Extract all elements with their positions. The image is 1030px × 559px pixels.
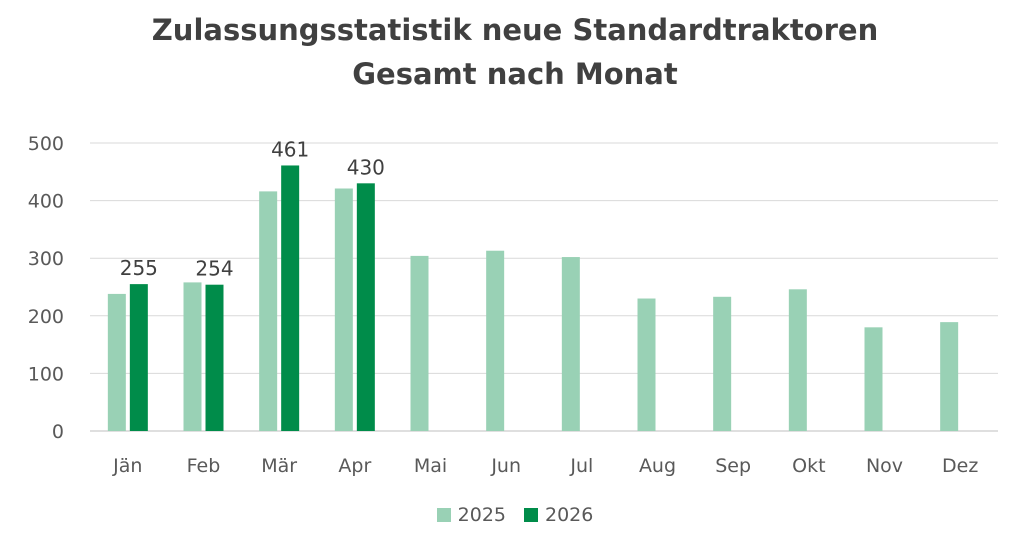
legend-swatch-2025 (436, 508, 451, 522)
bar-2025-Dez (940, 322, 959, 431)
x-tick-label: Jul (569, 455, 593, 477)
y-tick-label: 100 (28, 363, 64, 385)
x-tick-label: Jän (112, 455, 142, 477)
bar-2025-Nov (864, 327, 883, 431)
x-tick-label: Aug (639, 455, 676, 477)
legend-item-2026: 2026 (524, 504, 593, 526)
data-label-2026-Mär: 461 (271, 137, 309, 161)
bar-2025-Jän (107, 293, 126, 431)
x-tick-label: Jun (490, 455, 521, 477)
y-tick-label: 0 (52, 421, 64, 443)
y-tick-label: 200 (28, 306, 64, 328)
y-tick-label: 300 (28, 248, 64, 270)
legend-label-2026: 2026 (545, 504, 594, 526)
bar-chart: 0 100 200 300 400 500 255 254 461 430 Jän Feb Mär A… (28, 133, 998, 477)
bar-2025-Aug (637, 298, 656, 431)
bar-2026-Mär (281, 165, 300, 432)
data-label-2026-Feb: 254 (195, 257, 233, 281)
bar-2025-Sep (713, 296, 732, 431)
y-axis: 0 100 200 300 400 500 (28, 133, 64, 443)
legend: 2025 2026 (0, 504, 1030, 526)
bar-2025-Okt (788, 289, 807, 431)
data-label-2026-Jän: 255 (120, 256, 158, 280)
chart-title-line-1: Zulassungsstatistik neue Standardtraktor… (151, 13, 879, 47)
chart-title: Zulassungsstatistik neue Standardtraktor… (0, 8, 1030, 96)
bar-2025-Feb (183, 282, 202, 431)
data-label-2026-Apr: 430 (347, 155, 385, 179)
x-tick-label: Apr (338, 455, 371, 477)
legend-item-2025: 2025 (436, 504, 506, 526)
bar-2026-Apr (356, 183, 375, 431)
x-tick-label: Mai (414, 455, 447, 477)
data-labels: 255 254 461 430 (120, 137, 385, 280)
bar-2025-Mär (259, 191, 278, 431)
bar-2026-Feb (205, 284, 224, 431)
bar-2025-Jul (561, 257, 580, 431)
bar-2026-Jän (129, 284, 148, 431)
bar-2025-Jun (486, 250, 505, 431)
bar-2025-Apr (334, 188, 353, 431)
legend-label-2025: 2025 (457, 504, 506, 526)
x-tick-label: Feb (187, 455, 221, 477)
legend-swatch-2026 (524, 508, 538, 522)
x-tick-label: Okt (792, 455, 825, 477)
x-tick-label: Mär (261, 455, 297, 477)
y-tick-label: 500 (28, 133, 64, 155)
gridlines (90, 142, 998, 432)
x-tick-label: Dez (942, 455, 978, 477)
bar-2025-Mai (410, 255, 429, 431)
x-tick-label: Nov (866, 455, 903, 477)
bars (107, 165, 959, 432)
x-tick-label: Sep (715, 455, 751, 477)
x-axis: Jän Feb Mär Apr Mai Jun Jul Aug Sep Okt Nov Dez (112, 455, 978, 477)
chart-title-line-2: Gesamt nach Monat (352, 57, 678, 91)
y-tick-label: 400 (28, 191, 64, 213)
